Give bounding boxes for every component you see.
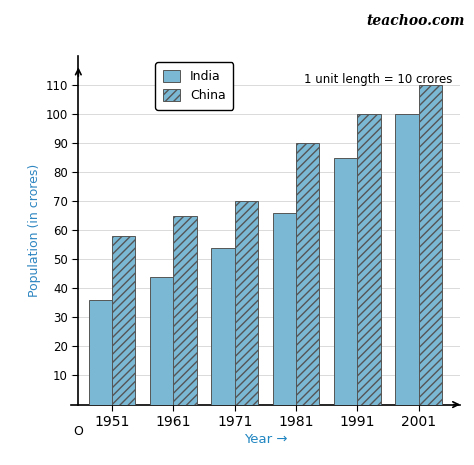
Bar — [150, 277, 173, 405]
Bar — [357, 114, 381, 405]
Y-axis label: Population (in crores): Population (in crores) — [28, 164, 41, 297]
Bar — [419, 85, 442, 405]
X-axis label: Year →: Year → — [244, 433, 287, 446]
Text: 1 unit length = 10 crores: 1 unit length = 10 crores — [304, 73, 453, 86]
Text: O: O — [73, 425, 83, 438]
Bar — [334, 158, 357, 405]
Bar — [112, 236, 136, 405]
Bar — [296, 143, 319, 405]
Bar — [173, 216, 197, 405]
Bar — [273, 213, 296, 405]
Bar — [235, 201, 258, 405]
Bar — [89, 300, 112, 405]
Legend: India, China: India, China — [155, 62, 233, 110]
Bar — [395, 114, 419, 405]
Text: teachoo.com: teachoo.com — [366, 14, 465, 28]
Bar — [211, 247, 235, 405]
